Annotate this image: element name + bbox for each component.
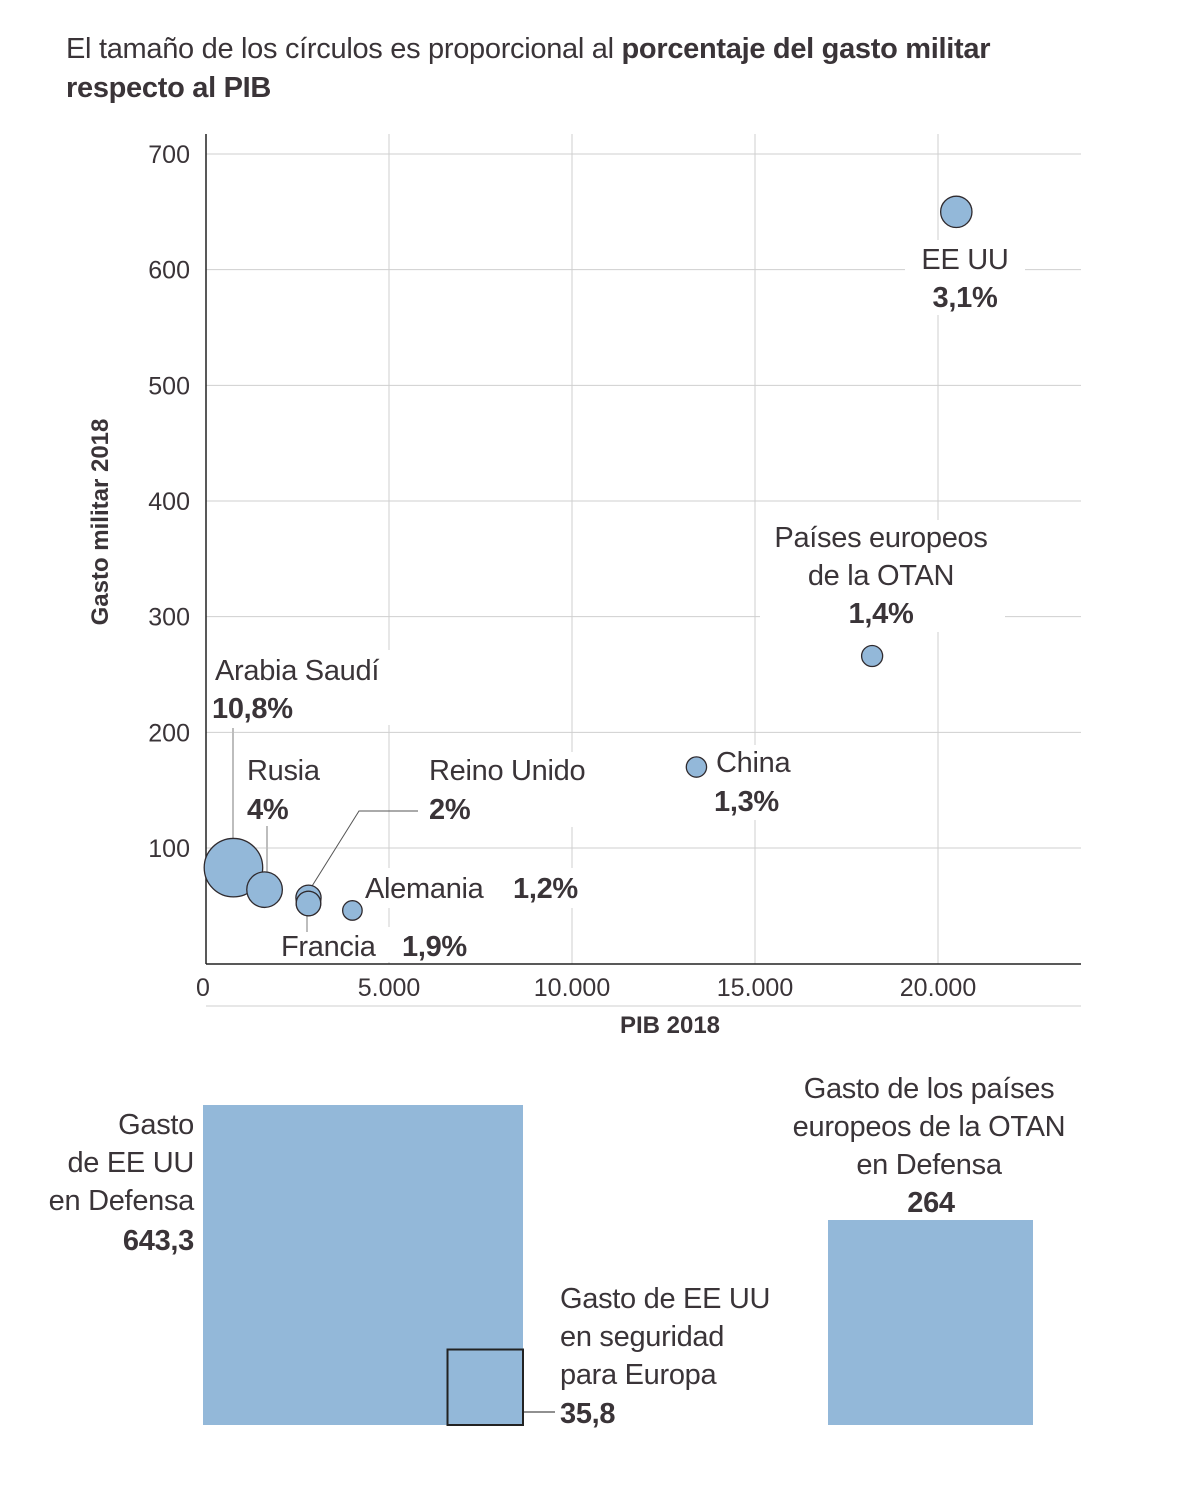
point-pct-label: 1,4% (849, 598, 914, 630)
x-tick-label: 20.000 (900, 974, 976, 1002)
y-tick-label: 400 (148, 488, 190, 516)
point-name-label: China (716, 747, 791, 779)
x-tick-label: 15.000 (717, 974, 793, 1002)
bubble-china (685, 756, 708, 778)
point-name-label: Arabia Saudí (215, 655, 379, 687)
square-label-line: europeos de la OTAN (793, 1111, 1066, 1143)
point-name-label: Francia (281, 931, 377, 963)
label-background (905, 240, 1025, 315)
x-tick-label: 10.000 (534, 974, 610, 1002)
bubble-ee-uu (939, 195, 973, 229)
point-pct-label: 2% (429, 794, 471, 826)
point-pct-label: 1,2% (513, 873, 578, 905)
square-europe-nato-defense (828, 1220, 1033, 1425)
square-value-label: 264 (907, 1187, 955, 1219)
square-label-line: Gasto de EE UU (560, 1283, 770, 1315)
y-tick-label: 100 (148, 835, 190, 863)
label-background (210, 650, 410, 725)
bubble-rusia (246, 871, 284, 909)
x-tick-label: 5.000 (358, 974, 421, 1002)
point-name-label: EE UU (921, 244, 1008, 276)
grid-lines (206, 134, 1081, 964)
y-tick-label: 300 (148, 604, 190, 632)
point-labels: EE UU 3,1% Países europeos de la OTAN 1,4% Ch… (212, 244, 1009, 963)
label-background (710, 745, 810, 820)
x-axis-title: PIB 2018 (620, 1012, 720, 1039)
point-name-label: de la OTAN (808, 560, 954, 592)
y-tick-label: 600 (148, 257, 190, 285)
y-tick-label: 700 (148, 141, 190, 169)
label-background (280, 927, 490, 962)
y-axis-title: Gasto militar 2018 (87, 419, 114, 626)
axes: 100 200 300 400 500 600 700 0 5.000 10.000 15.000 2… (87, 134, 1081, 1039)
square-label-line: Gasto de los países (804, 1073, 1055, 1105)
point-name-label: Rusia (247, 755, 321, 787)
title-regular: El tamaño de los círculos es proporciona… (66, 33, 622, 65)
leader-lines (232, 728, 418, 932)
point-pct-label: 10,8% (212, 693, 293, 725)
square-label-line: en Defensa (49, 1185, 195, 1217)
bubble-alemania (342, 900, 363, 921)
label-background (760, 520, 1005, 632)
y-tick-label: 200 (148, 719, 190, 747)
area-comparison: Gasto de EE UU en Defensa 643,3 Gasto de EE … (49, 1073, 1066, 1430)
square-label-line: en Defensa (856, 1149, 1002, 1181)
square-label-line: Gasto (118, 1109, 194, 1141)
point-pct-label: 4% (247, 794, 289, 826)
bubble-francia-front (295, 890, 322, 917)
point-name-label: Reino Unido (429, 755, 585, 787)
title-bold: porcentaje del gasto militar respecto al… (66, 33, 991, 104)
y-tick-label: 500 (148, 372, 190, 400)
square-value-label: 35,8 (560, 1398, 615, 1430)
bubble-paises-europeos-de-la-otan (860, 644, 884, 668)
square-label-line: en seguridad (560, 1321, 724, 1353)
bubbles (203, 195, 973, 921)
leader-line-reino-unido (308, 810, 418, 893)
label-background (360, 868, 600, 908)
square-value-label: 643,3 (123, 1225, 194, 1257)
square-label-line: de EE UU (67, 1147, 194, 1179)
point-pct-label: 1,3% (714, 786, 779, 818)
chart-title: El tamaño de los círculos es proporciona… (66, 30, 1066, 108)
label-background (242, 752, 337, 827)
square-label-line: para Europa (560, 1359, 717, 1391)
point-pct-label: 1,9% (402, 931, 467, 963)
point-pct-label: 3,1% (933, 282, 998, 314)
point-name-label: Alemania (365, 873, 485, 905)
square-us-europe-security (446, 1348, 525, 1427)
label-background (425, 752, 615, 827)
point-name-label: Países europeos (774, 522, 987, 554)
x-tick-label: 0 (196, 974, 210, 1002)
